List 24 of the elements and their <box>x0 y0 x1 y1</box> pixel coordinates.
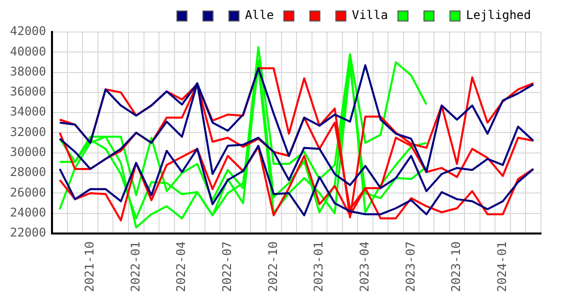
y-tick-label: 34000 <box>10 104 46 119</box>
legend-label: Lejlighed <box>466 8 532 22</box>
x-tick-label: 2023-07 <box>403 241 418 292</box>
y-tick-label: 36000 <box>10 84 46 99</box>
x-tick-label: 2022-04 <box>174 241 188 292</box>
x-tick-label: 2022-10 <box>266 241 280 292</box>
y-tick-label: 24000 <box>10 205 46 220</box>
y-tick-label: 26000 <box>10 185 46 200</box>
x-tick-label: 2022-07 <box>220 241 234 292</box>
x-tick-label: 2024-01 <box>494 241 509 292</box>
y-tick-label: 38000 <box>10 64 46 78</box>
y-tick-label: 28000 <box>10 165 46 180</box>
y-tick-label: 42000 <box>10 24 46 38</box>
x-tick-label: 2021-10 <box>82 241 96 292</box>
x-tick-label: 2023-10 <box>449 241 464 292</box>
x-tick-label: 2023-04 <box>357 241 372 292</box>
y-tick-label: 30000 <box>10 144 46 159</box>
x-tick-label: 2022-01 <box>128 241 142 292</box>
y-tick-label: 32000 <box>10 124 46 139</box>
x-tick-label: 2023-01 <box>312 241 326 292</box>
legend-label: Alle <box>244 8 274 22</box>
y-tick-label: 40000 <box>10 44 46 58</box>
y-tick-label: 22000 <box>10 226 46 240</box>
legend-label: Villa <box>352 8 388 22</box>
